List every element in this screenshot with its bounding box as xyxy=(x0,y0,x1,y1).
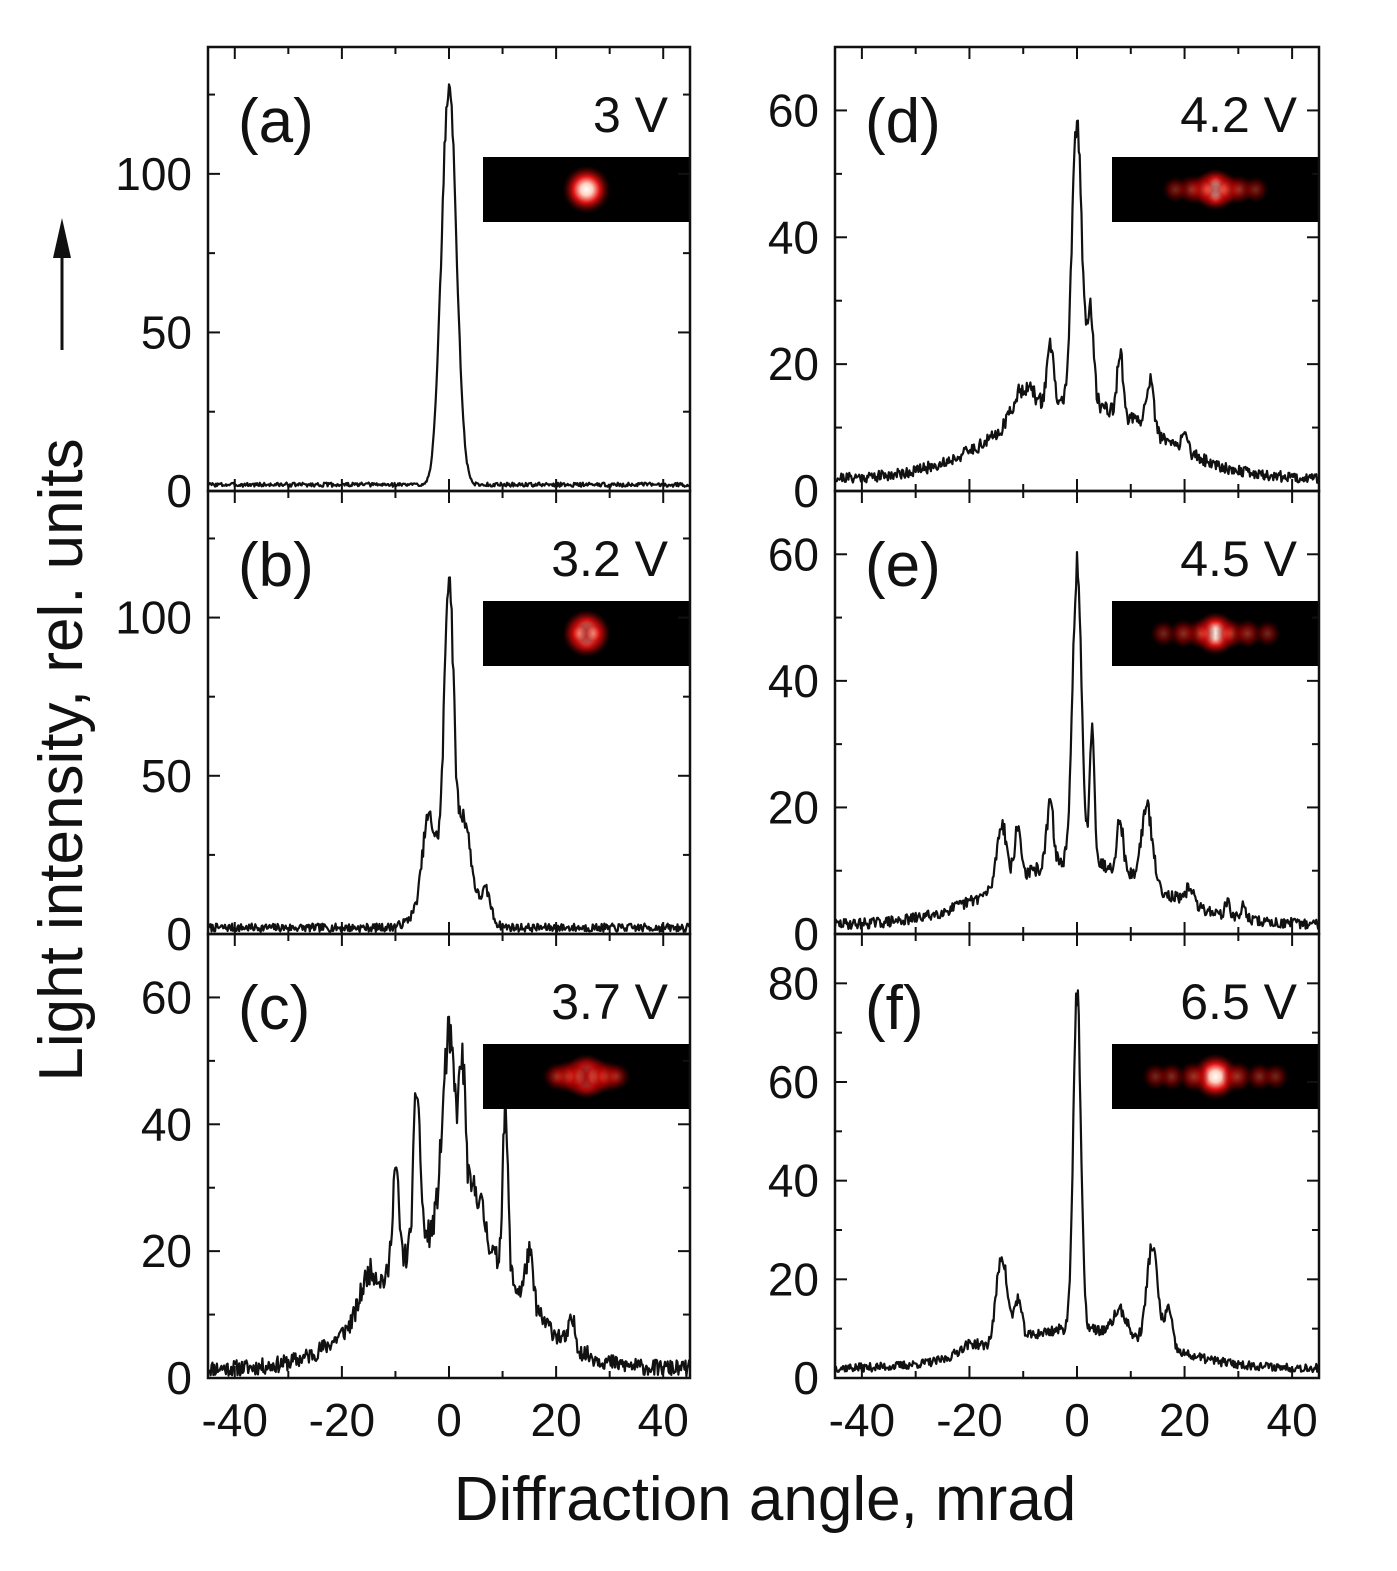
diffraction-pattern-inset xyxy=(1112,1044,1319,1109)
y-tick-label: 0 xyxy=(793,908,819,960)
diffraction-pattern-inset xyxy=(483,1044,690,1109)
panel-f: 0 20 40 60 80 -40 -20 0 20 40 (f) 6.5 V xyxy=(768,932,1321,1446)
diffraction-pattern-inset xyxy=(483,601,690,666)
panel-label: (c) xyxy=(238,974,310,1043)
diffraction-spot xyxy=(562,165,611,214)
x-tick-label: 40 xyxy=(1267,1394,1318,1446)
y-tick-label: 0 xyxy=(166,1352,192,1404)
data-series-line xyxy=(833,989,1321,1374)
y-tick-label: 40 xyxy=(768,211,819,263)
diffraction-spot xyxy=(1232,618,1263,649)
panel-label: (f) xyxy=(865,974,924,1043)
y-tick-label: 0 xyxy=(166,465,192,517)
panel-label: (a) xyxy=(238,87,314,156)
voltage-label: 6.5 V xyxy=(1180,974,1297,1030)
y-tick-label: 20 xyxy=(768,781,819,833)
y-tick-label: 50 xyxy=(141,306,192,358)
y-tick-label: 100 xyxy=(115,148,192,200)
diffraction-spot xyxy=(1162,176,1189,203)
y-tick-label: 60 xyxy=(768,84,819,136)
y-tick-label: 40 xyxy=(141,1098,192,1150)
voltage-label: 4.2 V xyxy=(1180,87,1297,143)
y-tick-label: 60 xyxy=(768,528,819,580)
y-tick-label: 0 xyxy=(166,908,192,960)
y-tick-label: 80 xyxy=(768,957,819,1009)
x-tick-label: -20 xyxy=(309,1394,375,1446)
voltage-label: 3.2 V xyxy=(551,531,668,587)
panel-a: 0 50 100 (a) 3 V xyxy=(115,45,692,517)
panel-b: 0 50 100 (b) 3.2 V xyxy=(115,489,692,960)
y-tick-label: 0 xyxy=(793,465,819,517)
x-tick-label: 40 xyxy=(638,1394,689,1446)
diffraction-spot xyxy=(1254,620,1281,647)
voltage-label: 3.7 V xyxy=(551,974,668,1030)
data-series-line xyxy=(834,119,1320,484)
diffraction-spot xyxy=(602,1062,631,1091)
x-tick-label: -40 xyxy=(202,1394,268,1446)
diffraction-pattern-inset xyxy=(1112,157,1319,222)
panel-label: (e) xyxy=(865,531,941,600)
diffraction-pattern-inset xyxy=(483,157,690,222)
x-tick-label: 20 xyxy=(531,1394,582,1446)
y-tick-label: 60 xyxy=(141,971,192,1023)
y-axis-label: Light intensity, rel. units xyxy=(27,438,96,1081)
voltage-label: 3 V xyxy=(593,87,669,143)
data-series-line xyxy=(833,550,1320,931)
y-tick-label: 20 xyxy=(141,1225,192,1277)
y-tick-label: 20 xyxy=(768,1253,819,1305)
panel-d: 0 20 40 60 (d) 4.2 V xyxy=(768,45,1321,517)
diffraction-spot xyxy=(542,1062,571,1091)
x-tick-label: -20 xyxy=(936,1394,1002,1446)
x-tick-label: 20 xyxy=(1159,1394,1210,1446)
diffraction-pattern-inset xyxy=(1112,601,1319,666)
panel-label: (b) xyxy=(238,531,314,600)
x-tick-label: 0 xyxy=(1064,1394,1090,1446)
diffraction-spot xyxy=(1242,176,1269,203)
diffraction-spot xyxy=(1168,618,1199,649)
voltage-label: 4.5 V xyxy=(1180,531,1297,587)
y-tick-label: 40 xyxy=(768,655,819,707)
y-tick-label: 40 xyxy=(768,1155,819,1207)
data-series-line xyxy=(207,1015,692,1378)
y-tick-label: 60 xyxy=(768,1056,819,1108)
x-tick-label: 0 xyxy=(436,1394,462,1446)
up-arrow-icon xyxy=(53,218,71,350)
y-tick-label: 100 xyxy=(115,592,192,644)
y-tick-label: 0 xyxy=(793,1352,819,1404)
diffraction-spot xyxy=(1142,1063,1169,1090)
y-tick-label: 50 xyxy=(141,750,192,802)
x-tick-label: -40 xyxy=(829,1394,895,1446)
diffraction-spot xyxy=(1262,1063,1289,1090)
panel-c: 0 20 40 60 -40 -20 0 20 40 (c) 3.7 V xyxy=(141,932,692,1446)
y-tick-label: 20 xyxy=(768,338,819,390)
diffraction-spot xyxy=(578,618,609,649)
x-axis-label: Diffraction angle, mrad xyxy=(454,1465,1077,1534)
diffraction-spot xyxy=(1221,1060,1254,1093)
panel-e: 0 20 40 60 (e) 4.5 V xyxy=(768,489,1321,960)
panel-label: (d) xyxy=(865,87,941,156)
diffraction-spot xyxy=(1150,620,1177,647)
diffraction-spot xyxy=(1177,1060,1210,1093)
